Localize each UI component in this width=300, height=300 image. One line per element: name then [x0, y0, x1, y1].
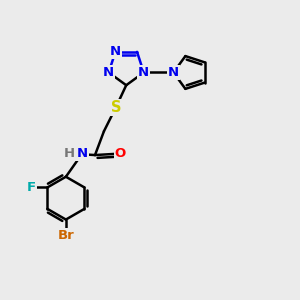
Text: N: N	[110, 45, 121, 58]
Text: F: F	[26, 181, 36, 194]
Text: H: H	[64, 147, 75, 160]
Text: O: O	[115, 147, 126, 160]
Text: N: N	[168, 66, 179, 79]
Text: Br: Br	[58, 230, 74, 242]
Text: N: N	[77, 147, 88, 160]
Text: N: N	[138, 66, 149, 79]
Text: N: N	[103, 66, 114, 79]
Text: S: S	[111, 100, 121, 115]
